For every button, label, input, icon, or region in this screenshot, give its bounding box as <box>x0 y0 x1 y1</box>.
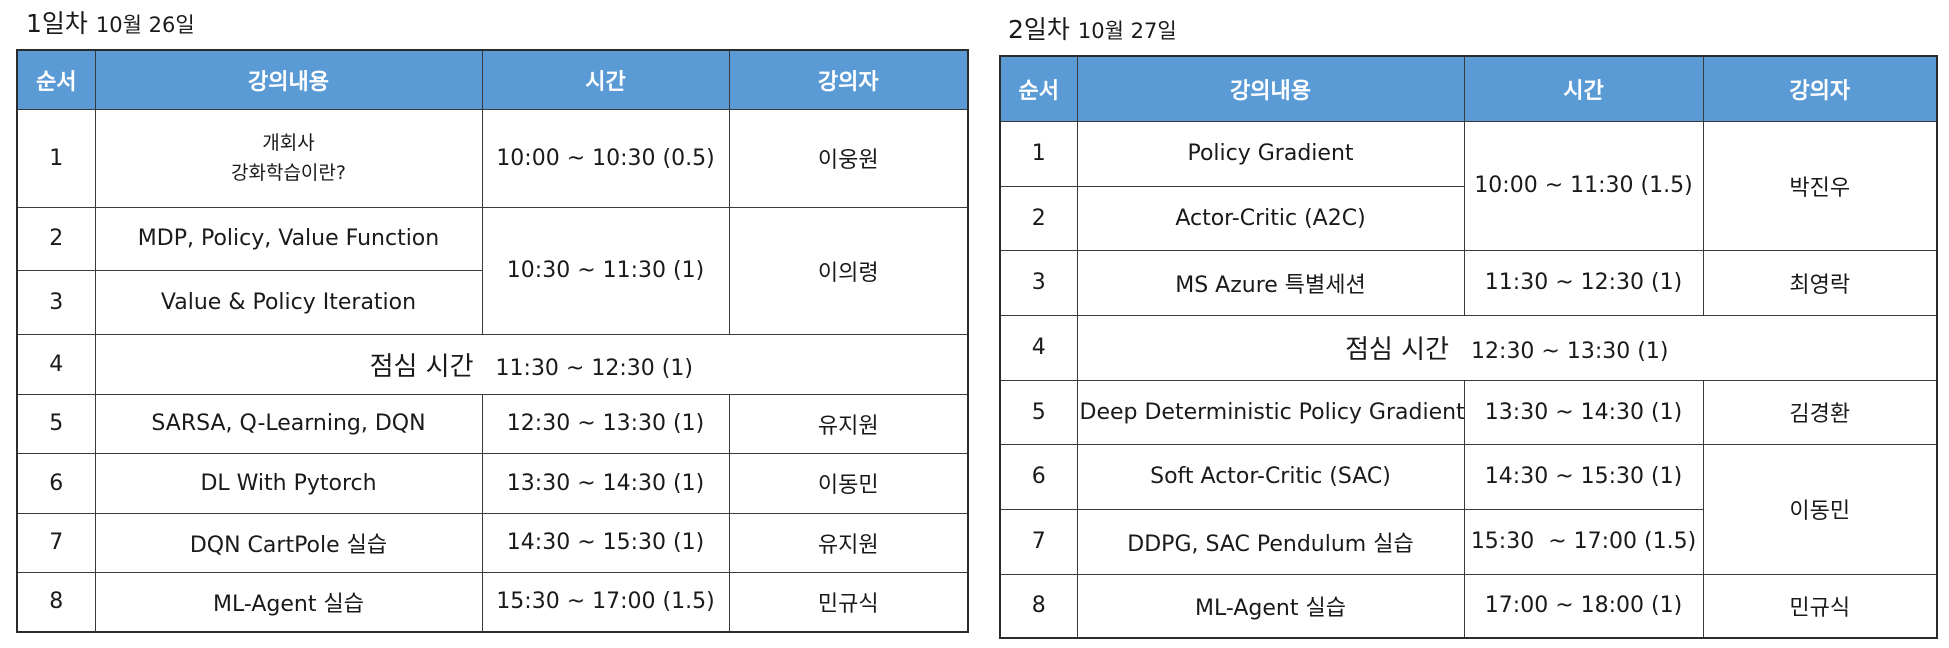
lunch-break: 점심 시간 12:30 ~ 13:30 (1) <box>1076 314 1938 381</box>
lecturer: 이동민 <box>728 452 969 514</box>
lunch-label: 점심 시간 <box>369 351 474 382</box>
lunch-time: 11:30 ~ 12:30 (1) <box>495 355 693 381</box>
lecture-content: DDPG, SAC Pendulum 실습 <box>1076 508 1465 575</box>
day2-date: 10월 27일 <box>1077 19 1177 43</box>
row-number: 6 <box>999 443 1078 510</box>
day2-schedule-table: 순서 강의내용 시간 강의자 1 Policy Gradient 10:00 ~… <box>999 55 1938 639</box>
table-row: 5 SARSA, Q-Learning, DQN 12:30 ~ 13:30 (… <box>16 393 969 454</box>
lecture-content: Value & Policy Iteration <box>94 269 483 335</box>
day2-day-label: 2일차 <box>1008 15 1070 44</box>
header-content: 강의내용 <box>94 49 483 110</box>
row-number: 1 <box>999 120 1078 187</box>
day1-date: 10월 26일 <box>95 13 195 37</box>
header-order: 순서 <box>16 49 96 110</box>
table-row: 8 ML-Agent 실습 17:00 ~ 18:00 (1) 민규식 <box>999 573 1938 639</box>
lecture-content: Deep Deterministic Policy Gradient <box>1076 379 1465 445</box>
lunch-label: 점심 시간 <box>1345 335 1450 365</box>
row-number: 3 <box>999 249 1078 316</box>
lunch-row: 4 점심 시간 11:30 ~ 12:30 (1) <box>16 333 969 395</box>
header-row: 순서 강의내용 시간 강의자 <box>999 55 1938 122</box>
lecture-content: Policy Gradient <box>1076 120 1465 187</box>
lecturer: 민규식 <box>1702 573 1938 639</box>
lecturer: 유지원 <box>728 512 969 573</box>
header-lecturer: 강의자 <box>728 49 969 110</box>
lecture-time: 15:30 ~ 17:00 (1.5) <box>481 571 730 633</box>
row-number: 7 <box>16 512 96 573</box>
lecturer: 박진우 <box>1702 120 1938 251</box>
row-number: 5 <box>16 393 96 454</box>
table-row: 7 DQN CartPole 실습 14:30 ~ 15:30 (1) 유지원 <box>16 512 969 573</box>
row-number: 8 <box>999 573 1078 639</box>
lecture-content: DL With Pytorch <box>94 452 483 514</box>
lecture-time: 17:00 ~ 18:00 (1) <box>1463 573 1704 639</box>
table-row: 7 DDPG, SAC Pendulum 실습 15:30 ~ 17:00 (1… <box>999 508 1937 575</box>
lecture-time: 15:30 ~ 17:00 (1.5) <box>1463 508 1704 575</box>
table-row: 3 Value & Policy Iteration <box>16 269 968 335</box>
table-row: 3 MS Azure 특별세션 11:30 ~ 12:30 (1) 최영락 <box>999 249 1938 316</box>
row-number: 7 <box>999 508 1078 575</box>
lecture-content-line: 강화학습이란? <box>231 162 346 184</box>
lecturer: 김경환 <box>1702 379 1938 445</box>
lecture-content: ML-Agent 실습 <box>1076 573 1465 639</box>
lunch-break: 점심 시간 11:30 ~ 12:30 (1) <box>94 333 969 395</box>
day1-title: 1일차 10월 26일 <box>26 4 195 40</box>
header-time: 시간 <box>1463 55 1704 122</box>
row-number: 5 <box>999 379 1078 445</box>
lecture-content: MDP, Policy, Value Function <box>94 206 483 271</box>
header-order: 순서 <box>999 55 1078 122</box>
lecture-time: 14:30 ~ 15:30 (1) <box>1463 443 1704 510</box>
header-content: 강의내용 <box>1076 55 1465 122</box>
day1-schedule-table: 순서 강의내용 시간 강의자 1 개회사 강화학습이란? 10:00 ~ 10:… <box>16 49 969 633</box>
lecture-content: Actor-Critic (A2C) <box>1076 185 1465 251</box>
row-number: 6 <box>16 452 96 514</box>
lecture-content: DQN CartPole 실습 <box>94 512 483 573</box>
row-number: 1 <box>16 108 96 208</box>
row-number: 2 <box>16 206 96 271</box>
row-number: 3 <box>16 269 96 335</box>
lunch-row: 4 점심 시간 12:30 ~ 13:30 (1) <box>999 314 1938 381</box>
lecture-time: 10:30 ~ 11:30 (1) <box>481 206 730 335</box>
lecturer: 이동민 <box>1702 443 1938 575</box>
lecture-content: 개회사 강화학습이란? <box>94 108 483 208</box>
header-lecturer: 강의자 <box>1702 55 1938 122</box>
header-row: 순서 강의내용 시간 강의자 <box>16 49 969 110</box>
day1-day-label: 1일차 <box>26 9 88 38</box>
lecturer: 민규식 <box>728 571 969 633</box>
lecture-time: 13:30 ~ 14:30 (1) <box>481 452 730 514</box>
lecture-content: SARSA, Q-Learning, DQN <box>94 393 483 454</box>
table-row: 6 Soft Actor-Critic (SAC) 14:30 ~ 15:30 … <box>999 443 1938 575</box>
row-number: 4 <box>999 314 1078 381</box>
day2-title: 2일차 10월 27일 <box>1008 10 1177 46</box>
lecture-content: Soft Actor-Critic (SAC) <box>1076 443 1465 510</box>
table-row: 2 Actor-Critic (A2C) <box>999 185 1937 251</box>
table-row: 8 ML-Agent 실습 15:30 ~ 17:00 (1.5) 민규식 <box>16 571 969 633</box>
lecture-time: 12:30 ~ 13:30 (1) <box>481 393 730 454</box>
table-row: 1 Policy Gradient 10:00 ~ 11:30 (1.5) 박진… <box>999 120 1938 251</box>
row-number: 8 <box>16 571 96 633</box>
table-row: 5 Deep Deterministic Policy Gradient 13:… <box>999 379 1938 445</box>
lecture-time: 13:30 ~ 14:30 (1) <box>1463 379 1704 445</box>
header-time: 시간 <box>481 49 730 110</box>
row-number: 4 <box>16 333 96 395</box>
table-row: 2 MDP, Policy, Value Function 10:30 ~ 11… <box>16 206 969 335</box>
lecturer: 유지원 <box>728 393 969 454</box>
lecturer: 이웅원 <box>728 108 969 208</box>
lunch-time: 12:30 ~ 13:30 (1) <box>1471 339 1669 364</box>
lecture-time: 10:00 ~ 11:30 (1.5) <box>1463 120 1704 251</box>
lecturer: 최영락 <box>1702 249 1938 316</box>
lecture-content: ML-Agent 실습 <box>94 571 483 633</box>
lecture-time: 10:00 ~ 10:30 (0.5) <box>481 108 730 208</box>
table-row: 6 DL With Pytorch 13:30 ~ 14:30 (1) 이동민 <box>16 452 969 514</box>
lecture-content: MS Azure 특별세션 <box>1076 249 1465 316</box>
table-row: 1 개회사 강화학습이란? 10:00 ~ 10:30 (0.5) 이웅원 <box>16 108 969 208</box>
lecturer: 이의령 <box>728 206 969 335</box>
lecture-time: 11:30 ~ 12:30 (1) <box>1463 249 1704 316</box>
lecture-content-line: 개회사 <box>262 132 315 154</box>
lecture-time: 14:30 ~ 15:30 (1) <box>481 512 730 573</box>
row-number: 2 <box>999 185 1078 251</box>
